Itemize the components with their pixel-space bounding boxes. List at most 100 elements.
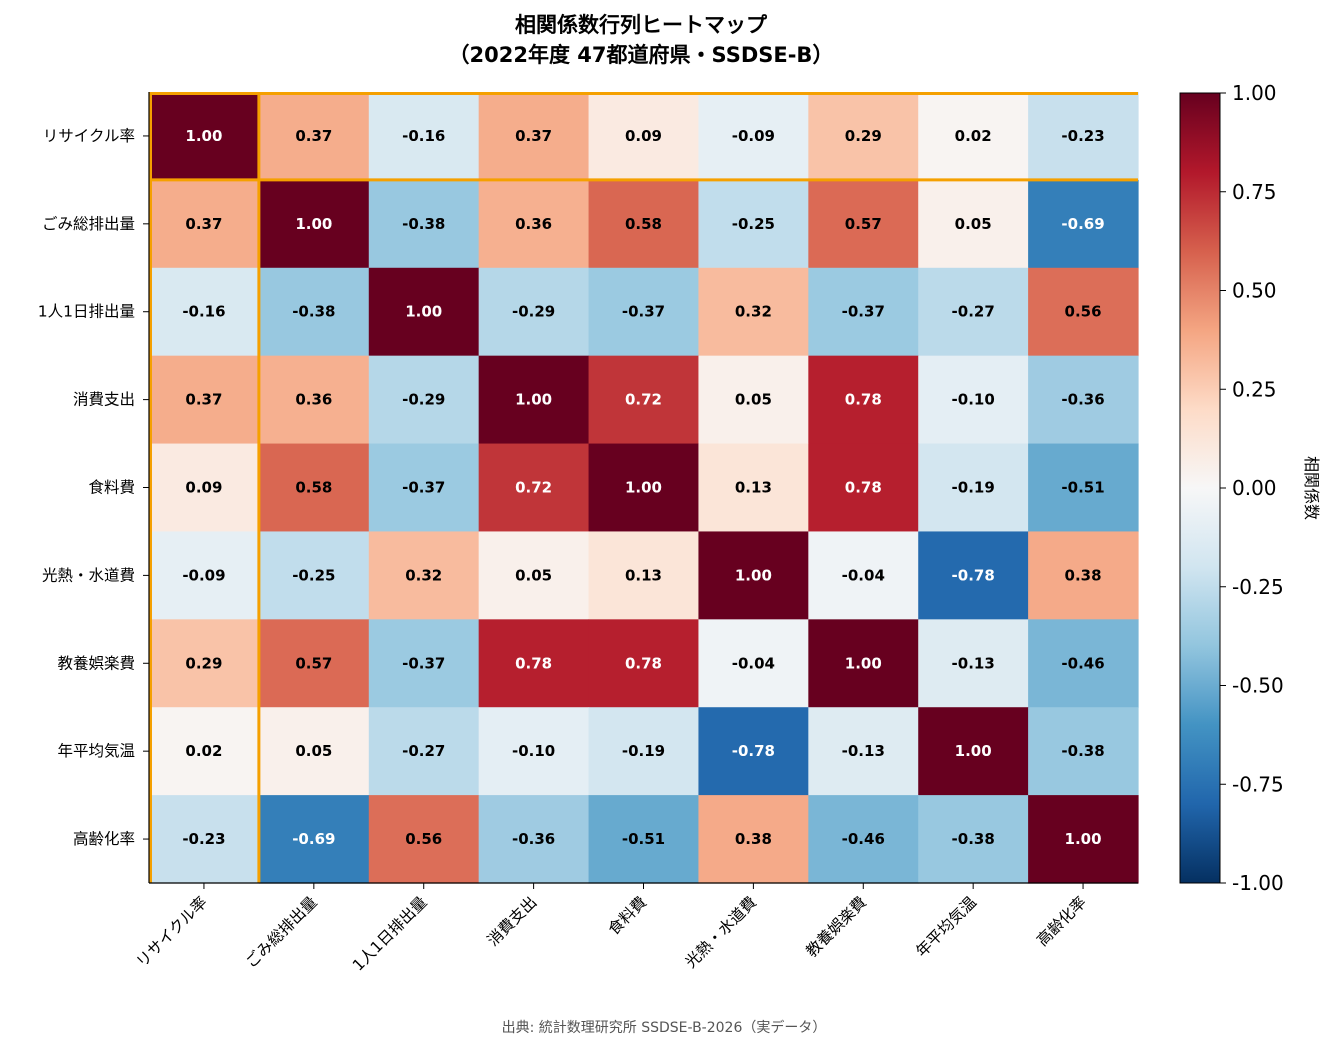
cell-value-label: 0.05 [295,742,332,760]
cell-value-label: -0.27 [402,742,445,760]
cell-value-label: 0.57 [845,215,882,233]
cell-value-label: 0.78 [845,391,882,409]
heatmap-cell [149,179,260,269]
heatmap-cell [808,92,919,181]
colorbar-tick-label: 1.00 [1232,81,1277,105]
cell-value-label: -0.37 [402,654,445,672]
cell-value-label: 1.00 [515,391,552,409]
heatmap-cell [368,707,480,796]
cell-value-label: 1.00 [185,127,222,145]
cell-value-label: 0.37 [295,127,332,145]
cell-value-label: 0.36 [295,391,332,409]
x-tick-label: 光熱・水道費 [682,893,760,971]
heatmap-cell [808,531,919,620]
cell-value-label: -0.69 [292,830,335,848]
heatmap-cell [588,267,700,357]
heatmap-cell [588,795,700,884]
cell-value-label: 0.05 [515,566,552,584]
heatmap-cell [808,795,919,884]
heatmap-cell [368,92,480,181]
heatmap-cell [698,795,809,884]
cell-value-label: 0.57 [295,654,332,672]
heatmap-cell [698,267,809,357]
heatmap-cell [149,443,260,533]
x-tick-label: 1人1日排出量 [349,893,430,974]
colorbar-gradient [1179,92,1221,884]
cell-value-label: 0.02 [185,742,222,760]
heatmap-cell [478,795,590,884]
y-tick-label: ごみ総排出量 [42,215,135,233]
y-tick-label: 年平均気温 [57,742,135,760]
cell-value-label: -0.51 [622,830,665,848]
cell-value-label: -0.19 [952,479,995,497]
heatmap-cell [918,531,1029,620]
heatmap-cell [698,531,809,620]
cell-value-label: -0.37 [842,303,885,321]
heatmap-cell [588,707,700,796]
heatmap-cell [588,531,700,620]
heatmap-cell [478,619,590,708]
heatmap-cell [1028,619,1139,708]
cell-value-label: -0.04 [732,654,775,672]
heatmap-cell [918,92,1029,181]
heatmap-cell [258,355,370,445]
cell-value-label: 0.32 [735,303,772,321]
colorbar-tick-label: 0.75 [1232,180,1277,204]
heatmap-cell [918,443,1029,533]
heatmap-cell [808,355,919,445]
heatmap-cell [368,443,480,533]
cell-value-label: 0.29 [185,654,222,672]
heatmap-cell [918,707,1029,796]
cell-value-label: -0.78 [732,742,775,760]
cell-value-label: 0.32 [405,566,442,584]
cell-value-label: 0.38 [735,830,772,848]
heatmap-cell [1028,531,1139,620]
cell-value-label: 1.00 [1065,830,1102,848]
cell-value-label: -0.38 [1061,742,1104,760]
cell-value-label: 0.56 [405,830,442,848]
heatmap-cell [1028,355,1139,445]
heatmap-cell [808,179,919,269]
heatmap-cell [1028,707,1139,796]
cell-value-label: -0.16 [182,303,225,321]
cell-value-label: 0.29 [845,127,882,145]
cell-value-label: -0.51 [1061,479,1104,497]
cell-value-label: -0.09 [732,127,775,145]
cell-value-label: -0.19 [622,742,665,760]
x-axis: リサイクル率 ごみ総排出量 1人1日排出量 消費支出 食料費 光熱・水道費 教養娯楽費 年平均… [133,882,1138,975]
heatmap-cell [149,531,260,620]
cell-value-label: -0.78 [952,566,995,584]
heatmap-cell [808,619,919,708]
heatmap-cell [368,531,480,620]
cell-value-label: 1.00 [955,742,992,760]
x-tick-label: 食料費 [605,893,651,939]
y-tick-label: 高齢化率 [73,830,135,848]
heatmap-cell [478,267,590,357]
cell-value-label: -0.46 [842,830,885,848]
cell-value-label: -0.38 [402,215,445,233]
cell-value-label: 1.00 [735,566,772,584]
colorbar-tick-label: -0.25 [1232,575,1284,599]
cell-value-label: 0.78 [625,654,662,672]
chart-subtitle: （2022年度 47都道府県・SSDSE-B） [449,43,834,67]
x-tick-label: 年平均気温 [912,893,980,961]
heatmap-cell [368,355,480,445]
cell-value-label: -0.27 [952,303,995,321]
y-tick-label: リサイクル率 [43,127,135,145]
heatmap-cell [368,795,480,884]
heatmap-cell [588,92,700,181]
x-tick-label: リサイクル率 [133,893,211,971]
y-tick-label: 光熱・水道費 [42,566,135,584]
cell-value-label: -0.13 [842,742,885,760]
cell-value-label: 1.00 [295,215,332,233]
cell-value-label: -0.09 [182,566,225,584]
cell-value-label: 0.05 [955,215,992,233]
heatmap-cell [1028,443,1139,533]
cell-value-label: -0.23 [1061,127,1104,145]
cell-value-label: 0.09 [625,127,662,145]
heatmap-cell [588,443,700,533]
cell-value-label: 0.37 [515,127,552,145]
heatmap-cell [258,267,370,357]
heatmap-cell [698,619,809,708]
